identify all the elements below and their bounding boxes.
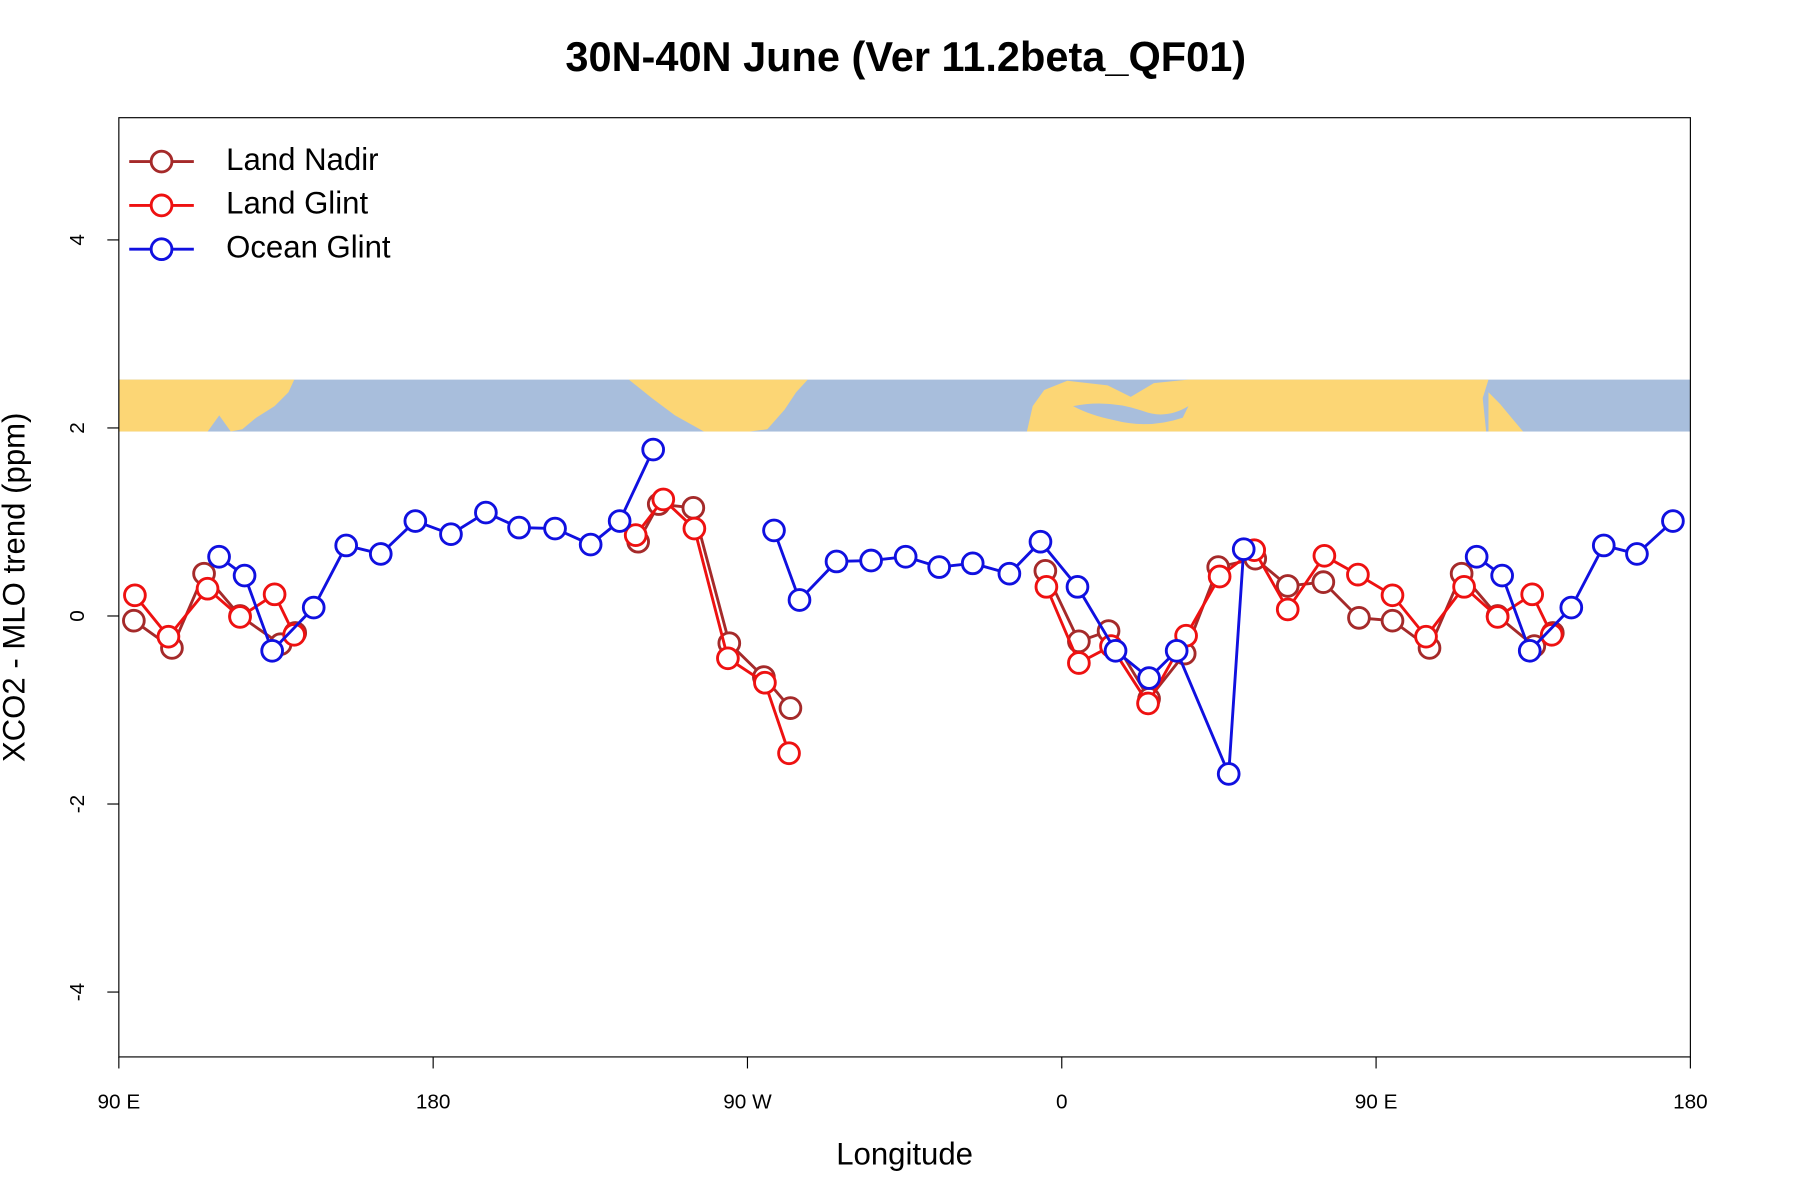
data-point (122, 608, 146, 633)
data-point (1380, 583, 1405, 608)
data-point (260, 638, 284, 663)
data-point (753, 670, 777, 695)
map-strip (118, 379, 1691, 432)
data-point (641, 437, 665, 462)
data-point (716, 646, 740, 671)
land (1488, 392, 1524, 432)
x-tick-label: 90 W (723, 1091, 772, 1114)
data-point (1275, 574, 1300, 598)
y-tick-label: -2 (66, 795, 89, 813)
data-point (543, 516, 567, 541)
data-point (997, 561, 1022, 586)
y-tick-label: 4 (66, 234, 89, 246)
x-axis-label: Longitude (836, 1136, 973, 1171)
x-tick-label: 90 E (98, 1091, 141, 1114)
plot-area: 90 E 180 90 W 0 90 E 180 -4 -2 0 2 4 Land Nadir Land… (66, 142, 1708, 1114)
data-point (824, 549, 849, 574)
data-point (1164, 638, 1189, 663)
data-point (1490, 563, 1514, 588)
data-point (1065, 575, 1090, 599)
x-tick-label: 180 (416, 1091, 451, 1114)
legend-label: Land Glint (226, 186, 368, 221)
data-point (1539, 622, 1564, 647)
data-point (777, 741, 801, 766)
y-tick-label: 0 (66, 610, 89, 622)
data-point (1452, 575, 1476, 599)
data-point (123, 583, 147, 608)
data-point (607, 509, 632, 533)
data-point (1275, 597, 1300, 622)
data-point (439, 522, 463, 547)
data-point (1103, 638, 1128, 663)
data-point (156, 624, 181, 649)
data-point (960, 551, 985, 576)
data-point (1231, 537, 1256, 562)
data-point (1312, 543, 1337, 568)
data-point (262, 582, 287, 607)
chart-title: 30N-40N June (Ver 11.2beta_QF01) (565, 33, 1246, 80)
data-point (282, 622, 306, 647)
data-point (859, 548, 883, 573)
data-point (682, 516, 707, 541)
data-point (1311, 570, 1336, 594)
data-point (1207, 564, 1232, 589)
sea (1073, 403, 1189, 425)
data-point (1380, 608, 1405, 633)
data-point (1625, 542, 1649, 566)
data-point (474, 500, 498, 525)
x-tick-label: 180 (1673, 1091, 1708, 1114)
data-point (1591, 533, 1616, 558)
series-line (218, 448, 1674, 775)
data-point (927, 555, 952, 579)
data-point (578, 532, 603, 557)
x-tick-label: 90 E (1355, 1091, 1398, 1114)
data-point (651, 487, 676, 512)
data-point (1137, 666, 1161, 690)
data-point (1661, 509, 1685, 533)
plot-frame (118, 117, 1691, 1058)
data-point (1464, 544, 1489, 569)
land (628, 379, 808, 432)
data-point (1216, 762, 1241, 786)
data-point (1034, 575, 1059, 599)
data-point (403, 509, 428, 533)
data-point (1028, 529, 1053, 554)
legend-label: Ocean Glint (226, 229, 391, 264)
data-point (1517, 638, 1542, 663)
legend-marker (149, 193, 174, 218)
data-point (1067, 651, 1091, 675)
data-point (1414, 624, 1438, 649)
data-point (1559, 595, 1584, 620)
data-point (195, 576, 220, 601)
x-tick-label: 0 (1056, 1091, 1068, 1114)
data-point (762, 518, 786, 543)
data-point (301, 595, 326, 620)
data-point (368, 542, 393, 566)
data-point (893, 544, 918, 569)
data-point (1136, 691, 1160, 716)
data-point (1485, 605, 1510, 629)
data-point (207, 544, 231, 569)
data-point (228, 605, 252, 629)
legend-marker (149, 237, 174, 262)
data-point (778, 696, 803, 720)
data-point (334, 533, 359, 558)
data-point (1520, 582, 1545, 607)
data-point (681, 496, 706, 520)
y-tick-label: -4 (66, 983, 89, 1001)
land (118, 379, 295, 432)
data-point (1346, 562, 1370, 587)
y-axis-label: XCO2 - MLO trend (ppm) (0, 413, 31, 763)
y-tick-label: 2 (66, 422, 89, 434)
legend-label: Land Nadir (226, 142, 378, 177)
legend-marker (149, 149, 174, 174)
data-point (623, 523, 648, 547)
data-point (1347, 606, 1371, 630)
data-point (787, 588, 812, 612)
data-point (507, 515, 531, 540)
data-point (232, 563, 257, 588)
